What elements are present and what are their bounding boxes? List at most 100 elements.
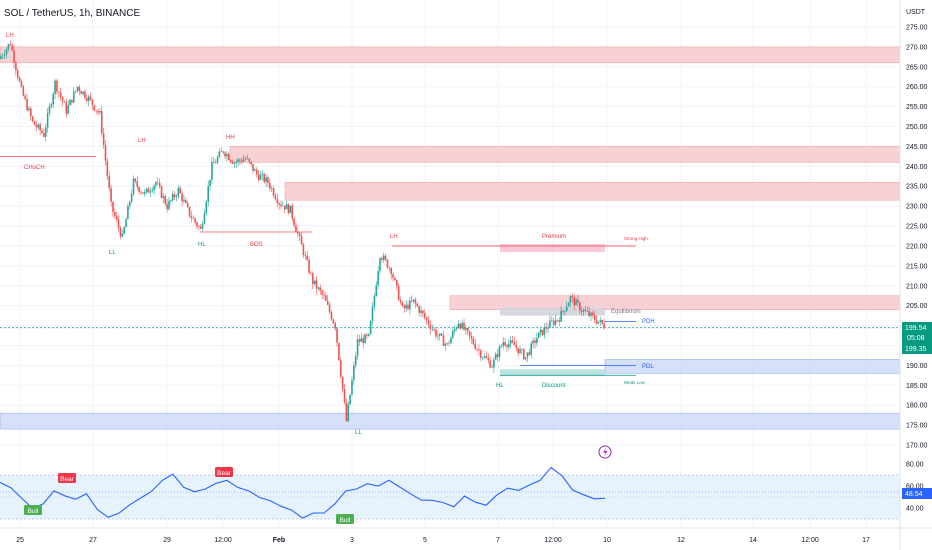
- candle-body: [149, 191, 152, 193]
- candle-body: [410, 300, 413, 302]
- candle-body: [237, 159, 239, 163]
- candle-body: [117, 219, 120, 228]
- label-lh-3: LH: [390, 234, 398, 240]
- candle-body: [15, 62, 17, 71]
- candles-layer: [0, 40, 605, 423]
- candle-body: [293, 218, 295, 226]
- candle-body: [440, 333, 443, 336]
- price-tick-label: 240.00: [906, 164, 928, 171]
- lightning-icon[interactable]: [598, 445, 612, 459]
- candle-body: [142, 192, 144, 194]
- candle-body: [104, 145, 107, 161]
- candle-body: [192, 218, 195, 219]
- candle-body: [412, 299, 415, 302]
- candle-body: [496, 354, 499, 357]
- candle-body: [226, 154, 228, 157]
- label-lh-2: LH: [138, 138, 146, 144]
- candle-body: [491, 367, 493, 369]
- svg-text:Bear: Bear: [217, 470, 232, 477]
- candle-body: [571, 296, 574, 297]
- candle-body: [446, 343, 449, 344]
- last-price-badge: 199.54 05:08: [902, 322, 932, 344]
- candle-body: [429, 324, 432, 330]
- rsi-value-badge: 48.54: [902, 488, 932, 499]
- premium-box: [500, 243, 605, 252]
- time-axis[interactable]: 25 27 29 12:00 Feb 3 5 7 12:00 10 12 14 12:00 17: [16, 537, 870, 544]
- candle-body: [136, 181, 139, 187]
- candle-body: [424, 313, 426, 318]
- candle-body: [532, 340, 534, 344]
- candle-body: [366, 334, 368, 336]
- candle-body: [437, 335, 439, 337]
- candle-body: [35, 124, 38, 128]
- rsi-pane: [0, 466, 900, 520]
- candle-body: [325, 295, 327, 301]
- candle-body: [578, 302, 581, 311]
- candle-body: [328, 304, 331, 312]
- candle-body: [382, 255, 385, 260]
- time-tick-label: 25: [16, 537, 24, 544]
- candle-body: [22, 86, 25, 96]
- candle-body: [552, 320, 555, 325]
- candle-body: [166, 204, 168, 210]
- candle-body: [205, 201, 208, 214]
- candle-body: [472, 338, 475, 345]
- candle-body: [519, 349, 521, 354]
- candle-body: [515, 345, 518, 348]
- candle-body: [140, 191, 142, 193]
- candle-body: [536, 338, 538, 344]
- rsi-line: [0, 466, 606, 519]
- candle-body: [110, 188, 112, 202]
- candle-body: [125, 219, 127, 228]
- candle-body: [508, 343, 510, 348]
- candle-body: [565, 306, 568, 312]
- candle-body: [255, 169, 258, 175]
- candle-body: [418, 306, 421, 313]
- candle-body: [403, 305, 406, 309]
- candle-body: [108, 176, 111, 189]
- candle-body: [30, 108, 32, 117]
- candle-body: [300, 236, 303, 245]
- candle-body: [11, 45, 13, 51]
- rsi-tick-label: 60.00: [906, 484, 924, 491]
- candle-body: [128, 201, 131, 207]
- candle-body: [466, 327, 469, 332]
- candle-body: [476, 348, 478, 350]
- time-tick-label: 29: [163, 537, 171, 544]
- candle-body: [498, 346, 501, 357]
- candle-body: [216, 157, 219, 163]
- candle-body: [420, 310, 422, 313]
- candle-body: [65, 102, 68, 114]
- candle-body: [138, 186, 140, 192]
- candle-body: [156, 182, 159, 183]
- candle-body: [222, 151, 224, 153]
- time-tick-label: 12: [677, 537, 685, 544]
- equilibrium-box: [500, 307, 605, 316]
- candle-body: [332, 319, 335, 324]
- candle-body: [72, 91, 75, 103]
- candle-body: [502, 342, 505, 346]
- candle-body: [31, 116, 34, 122]
- price-axis[interactable]: 275.00 270.00 265.00 260.00 255.00 250.00 245.…: [906, 25, 928, 450]
- candle-body: [584, 309, 587, 311]
- time-tick-label: 3: [350, 537, 354, 544]
- candle-body: [597, 321, 600, 324]
- candle-body: [414, 299, 417, 304]
- supply-zone: [0, 46, 901, 64]
- candle-body: [50, 104, 53, 107]
- candle-body: [483, 356, 486, 358]
- candle-body: [317, 287, 320, 289]
- candle-body: [500, 345, 503, 347]
- candle-body: [311, 273, 314, 284]
- candle-body: [343, 389, 346, 403]
- candle-body: [285, 204, 288, 210]
- price-tick-label: 205.00: [906, 303, 928, 310]
- time-tick-label: 12:00: [214, 537, 232, 544]
- candle-body: [433, 329, 435, 330]
- candle-body: [442, 335, 445, 346]
- candle-body: [422, 310, 424, 314]
- label-bos-1: BOS: [250, 242, 263, 248]
- time-tick-label: 10: [603, 537, 611, 544]
- candle-body: [308, 259, 310, 273]
